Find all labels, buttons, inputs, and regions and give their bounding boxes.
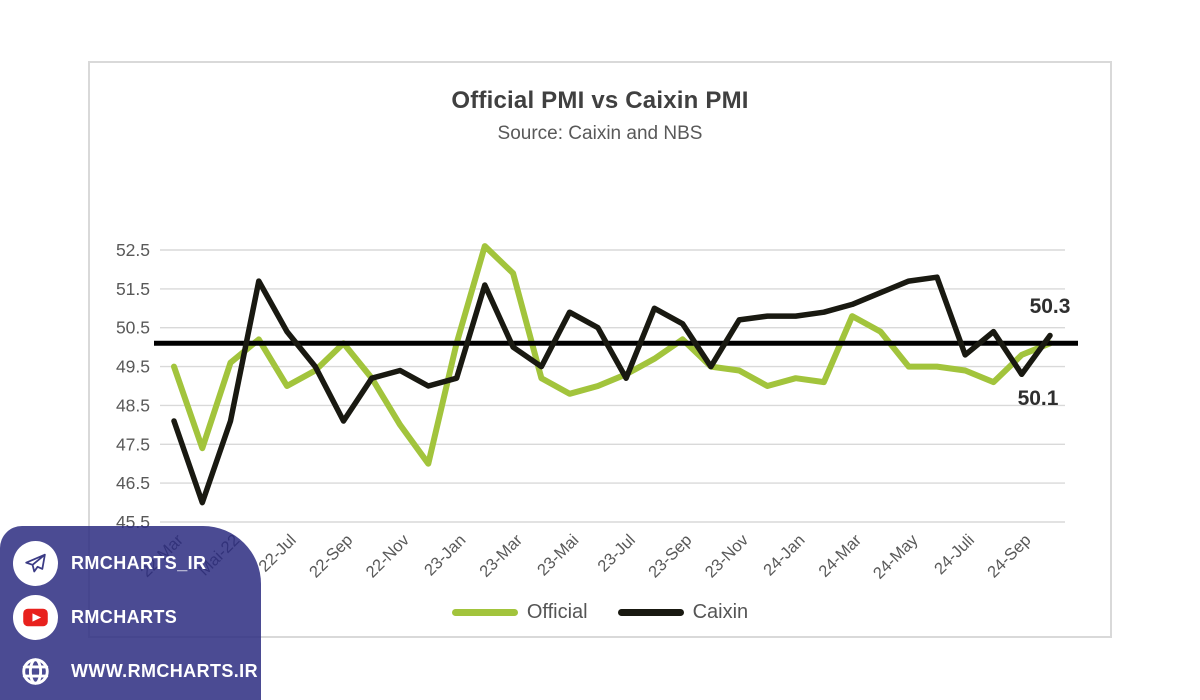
chart-subtitle: Source: Caixin and NBS [497, 123, 703, 144]
chart-title: Official PMI vs Caixin PMI [451, 87, 749, 114]
globe-icon [13, 649, 58, 694]
telegram-handle: RMCHARTS_IR [71, 552, 207, 573]
y-tick-label: 47.5 [116, 434, 150, 454]
pmi-line-chart: 52.551.550.549.548.547.546.545.522-MarMa… [116, 240, 1078, 583]
y-tick-label: 50.5 [116, 318, 150, 338]
website-url: WWW.RMCHARTS.IR [71, 660, 258, 681]
official-line [171, 243, 1053, 467]
youtube-link[interactable]: RMCHARTS [0, 590, 261, 644]
x-tick-label: 22-Nov [363, 531, 414, 582]
x-tick-label: 23-Mar [476, 531, 526, 581]
y-tick-label: 48.5 [116, 395, 150, 415]
x-tick-label: 23-Mai [534, 531, 582, 579]
x-tick-label: 24-Mar [815, 531, 865, 581]
y-tick-label: 51.5 [116, 279, 150, 299]
x-tick-label: 24-Juli [931, 531, 978, 578]
legend-item-official: Official [451, 601, 588, 624]
x-tick-label: 23-Sep [645, 531, 695, 581]
official-series-swatch [451, 609, 518, 616]
legend-label-caixin: Caixin [692, 601, 749, 623]
y-tick-label: 52.5 [116, 240, 150, 260]
telegram-icon [13, 540, 58, 586]
legend-item-caixin: Caixin [617, 601, 749, 624]
x-tick-label: 23-Jul [594, 531, 639, 576]
website-link[interactable]: WWW.RMCHARTS.IR [0, 644, 261, 698]
legend-label-official: Official [526, 601, 588, 623]
x-tick-label: 22-Sep [306, 531, 356, 581]
x-tick-label: 23-Nov [702, 531, 753, 582]
y-tick-label: 46.5 [116, 473, 150, 493]
x-tick-label: 24-Jan [760, 531, 808, 579]
x-tick-label: 24-Sep [984, 531, 1034, 581]
youtube-icon [13, 594, 58, 640]
telegram-link[interactable]: RMCHARTS_IR [0, 536, 261, 590]
caixin-series-swatch [617, 609, 684, 616]
x-tick-label: 22-Jul [255, 531, 300, 576]
youtube-handle: RMCHARTS [71, 606, 178, 627]
x-tick-label: 24-May [870, 531, 922, 583]
watermark-panel: RMCHARTS_IR RMCHARTS WWW.RMCHARTS.IR [0, 526, 261, 700]
y-tick-label: 49.5 [116, 357, 150, 377]
end-label-caixin: 50.3 [1030, 295, 1071, 318]
caixin-line [171, 274, 1053, 506]
x-tick-label: 23-Jan [421, 531, 469, 579]
chart-card: Official PMI vs Caixin PMI Source: Caixi… [88, 61, 1112, 638]
end-label-official: 50.1 [1018, 387, 1059, 410]
chart-legend: Official Caixin [90, 601, 1110, 624]
